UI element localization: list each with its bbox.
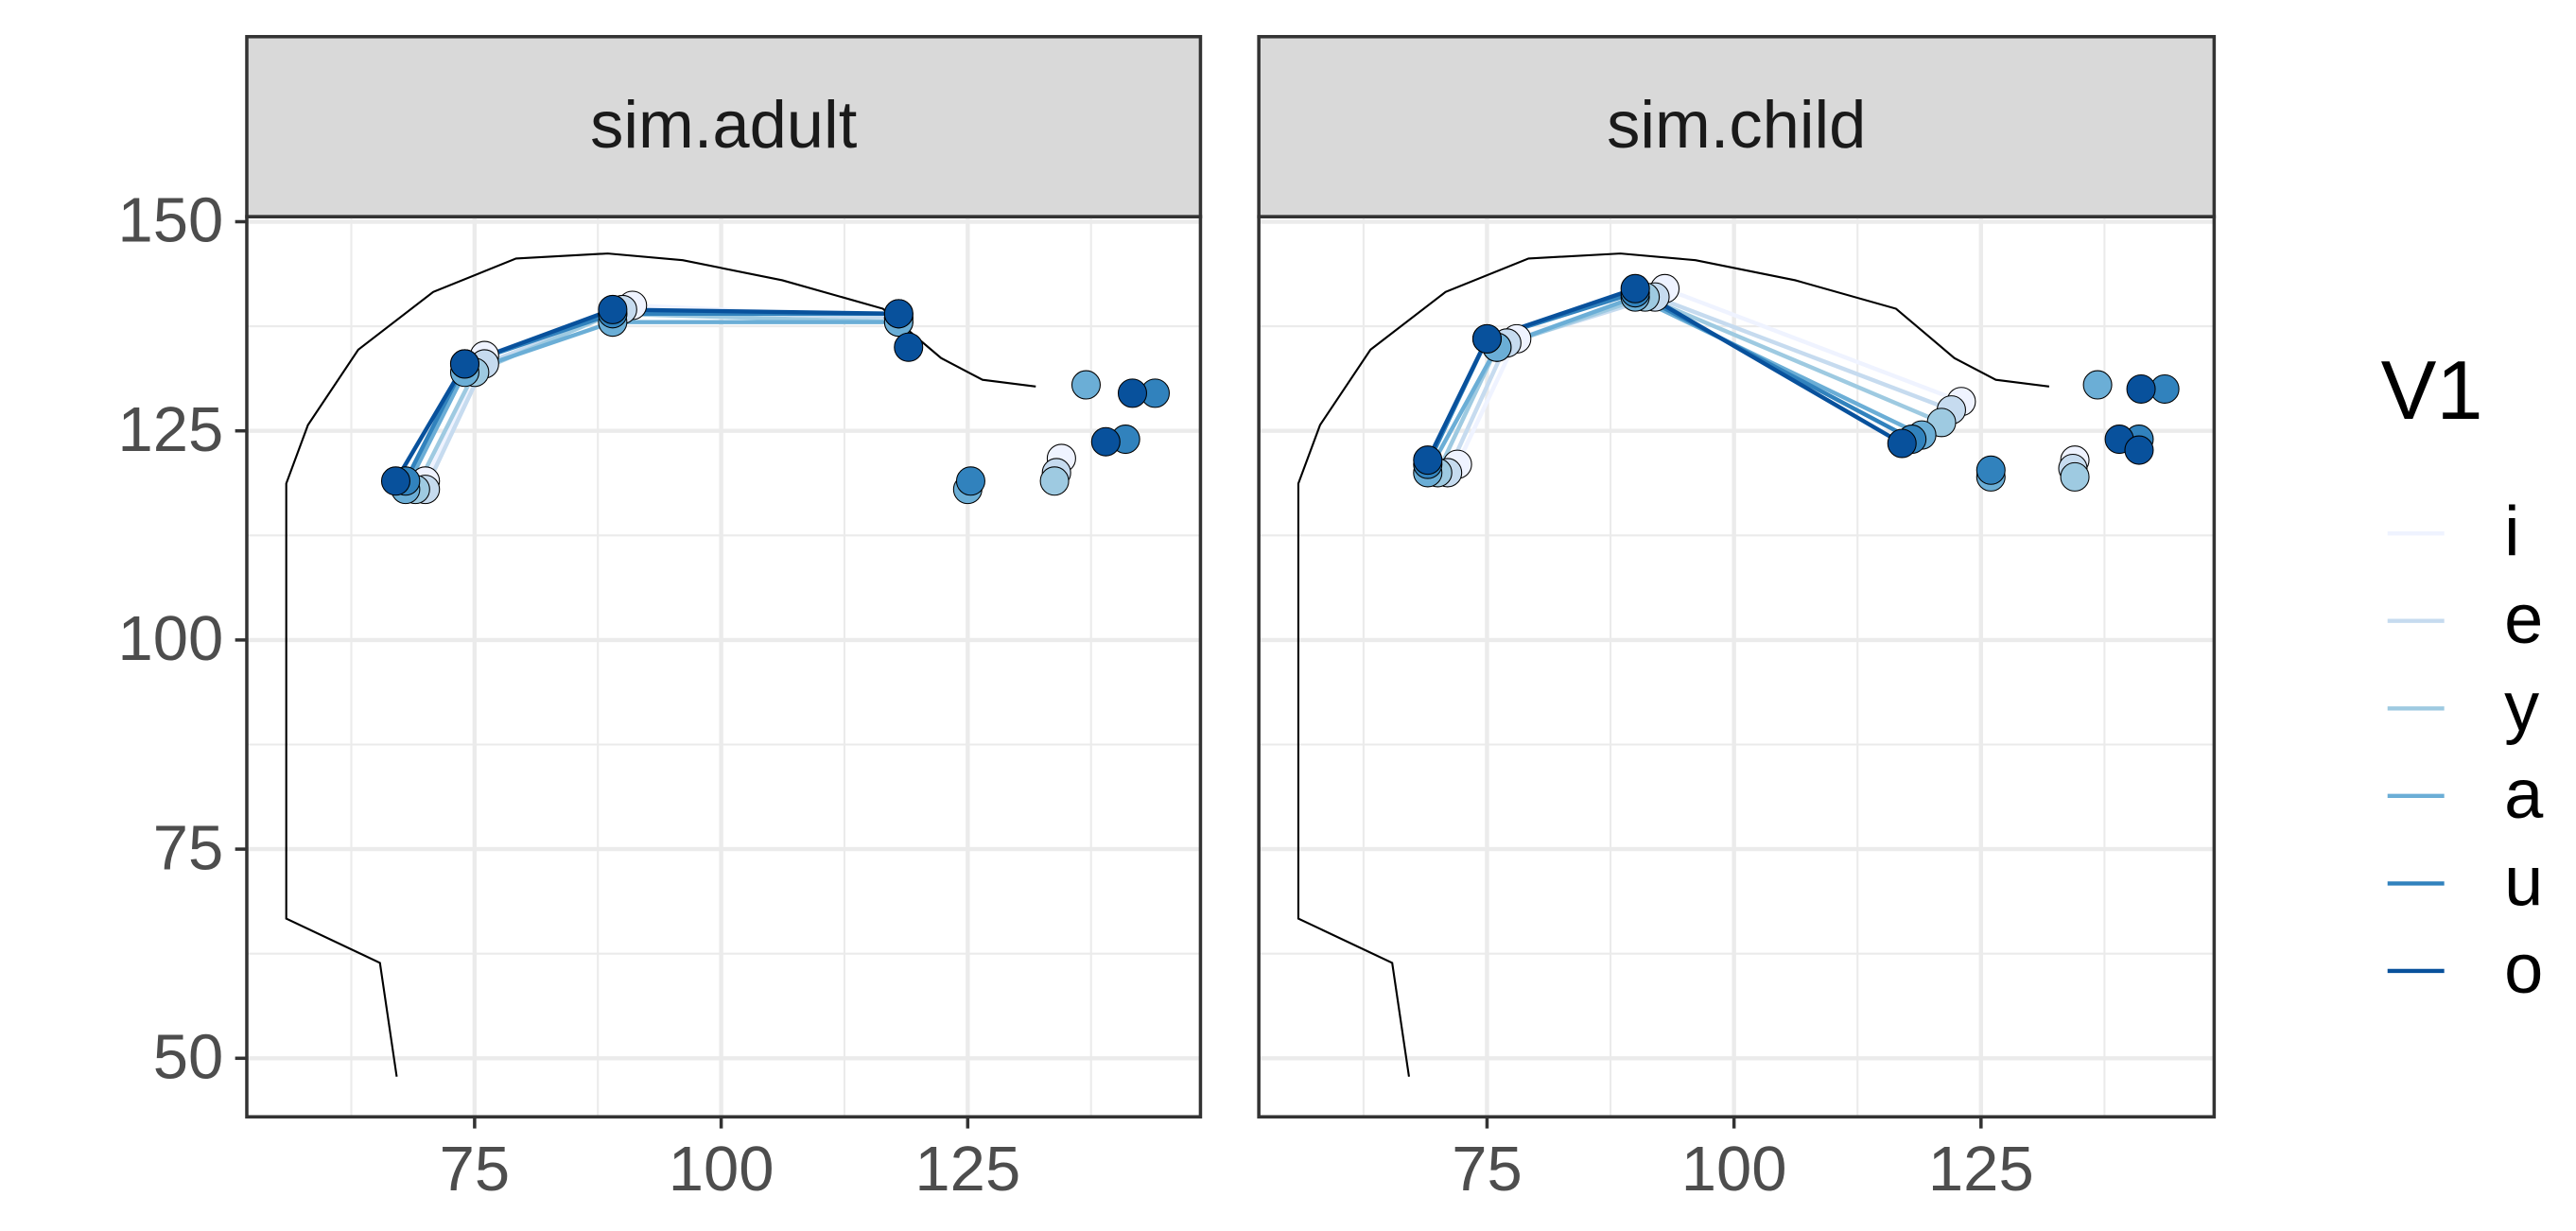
point (1040, 467, 1069, 495)
x-tick-label: 125 (1928, 1134, 2034, 1205)
point (895, 333, 923, 361)
panel-background (1259, 217, 2214, 1117)
facet-label: sim.adult (590, 87, 858, 162)
point (1414, 446, 1442, 475)
point (2083, 371, 2112, 399)
point (381, 467, 409, 495)
y-tick-label: 50 (153, 1022, 224, 1093)
x-tick-label: 100 (669, 1134, 775, 1205)
point (1091, 427, 1120, 456)
point (1472, 324, 1501, 353)
point (956, 467, 984, 495)
point (1071, 371, 1100, 399)
x-tick-label: 100 (1681, 1134, 1787, 1205)
point (1888, 429, 1916, 458)
legend-title: V1 (2381, 343, 2483, 437)
x-tick-label: 75 (440, 1134, 511, 1205)
point (1976, 456, 2005, 484)
panel-background (247, 217, 1200, 1117)
legend-label: u (2504, 841, 2543, 920)
point (2125, 436, 2153, 464)
y-tick-label: 125 (118, 394, 224, 465)
legend-label: o (2504, 929, 2543, 1008)
legend-label: e (2504, 580, 2543, 658)
y-tick-label: 150 (118, 185, 224, 256)
point (2127, 374, 2155, 403)
legend-label: y (2504, 667, 2539, 745)
legend-label: a (2504, 754, 2544, 833)
facet-label: sim.child (1607, 87, 1866, 162)
chart: sim.adult 75 100 125 50 75 100 125 150 sim.child 7… (0, 0, 2576, 1231)
y-tick-label: 75 (153, 812, 224, 883)
point (2061, 462, 2089, 491)
point (450, 350, 479, 378)
point (1621, 274, 1649, 303)
point (1118, 379, 1146, 407)
point (599, 295, 627, 323)
x-tick-label: 125 (914, 1134, 1020, 1205)
y-tick-label: 100 (118, 603, 224, 674)
point (884, 300, 913, 328)
x-tick-label: 75 (1452, 1134, 1523, 1205)
legend-label: i (2504, 492, 2519, 570)
